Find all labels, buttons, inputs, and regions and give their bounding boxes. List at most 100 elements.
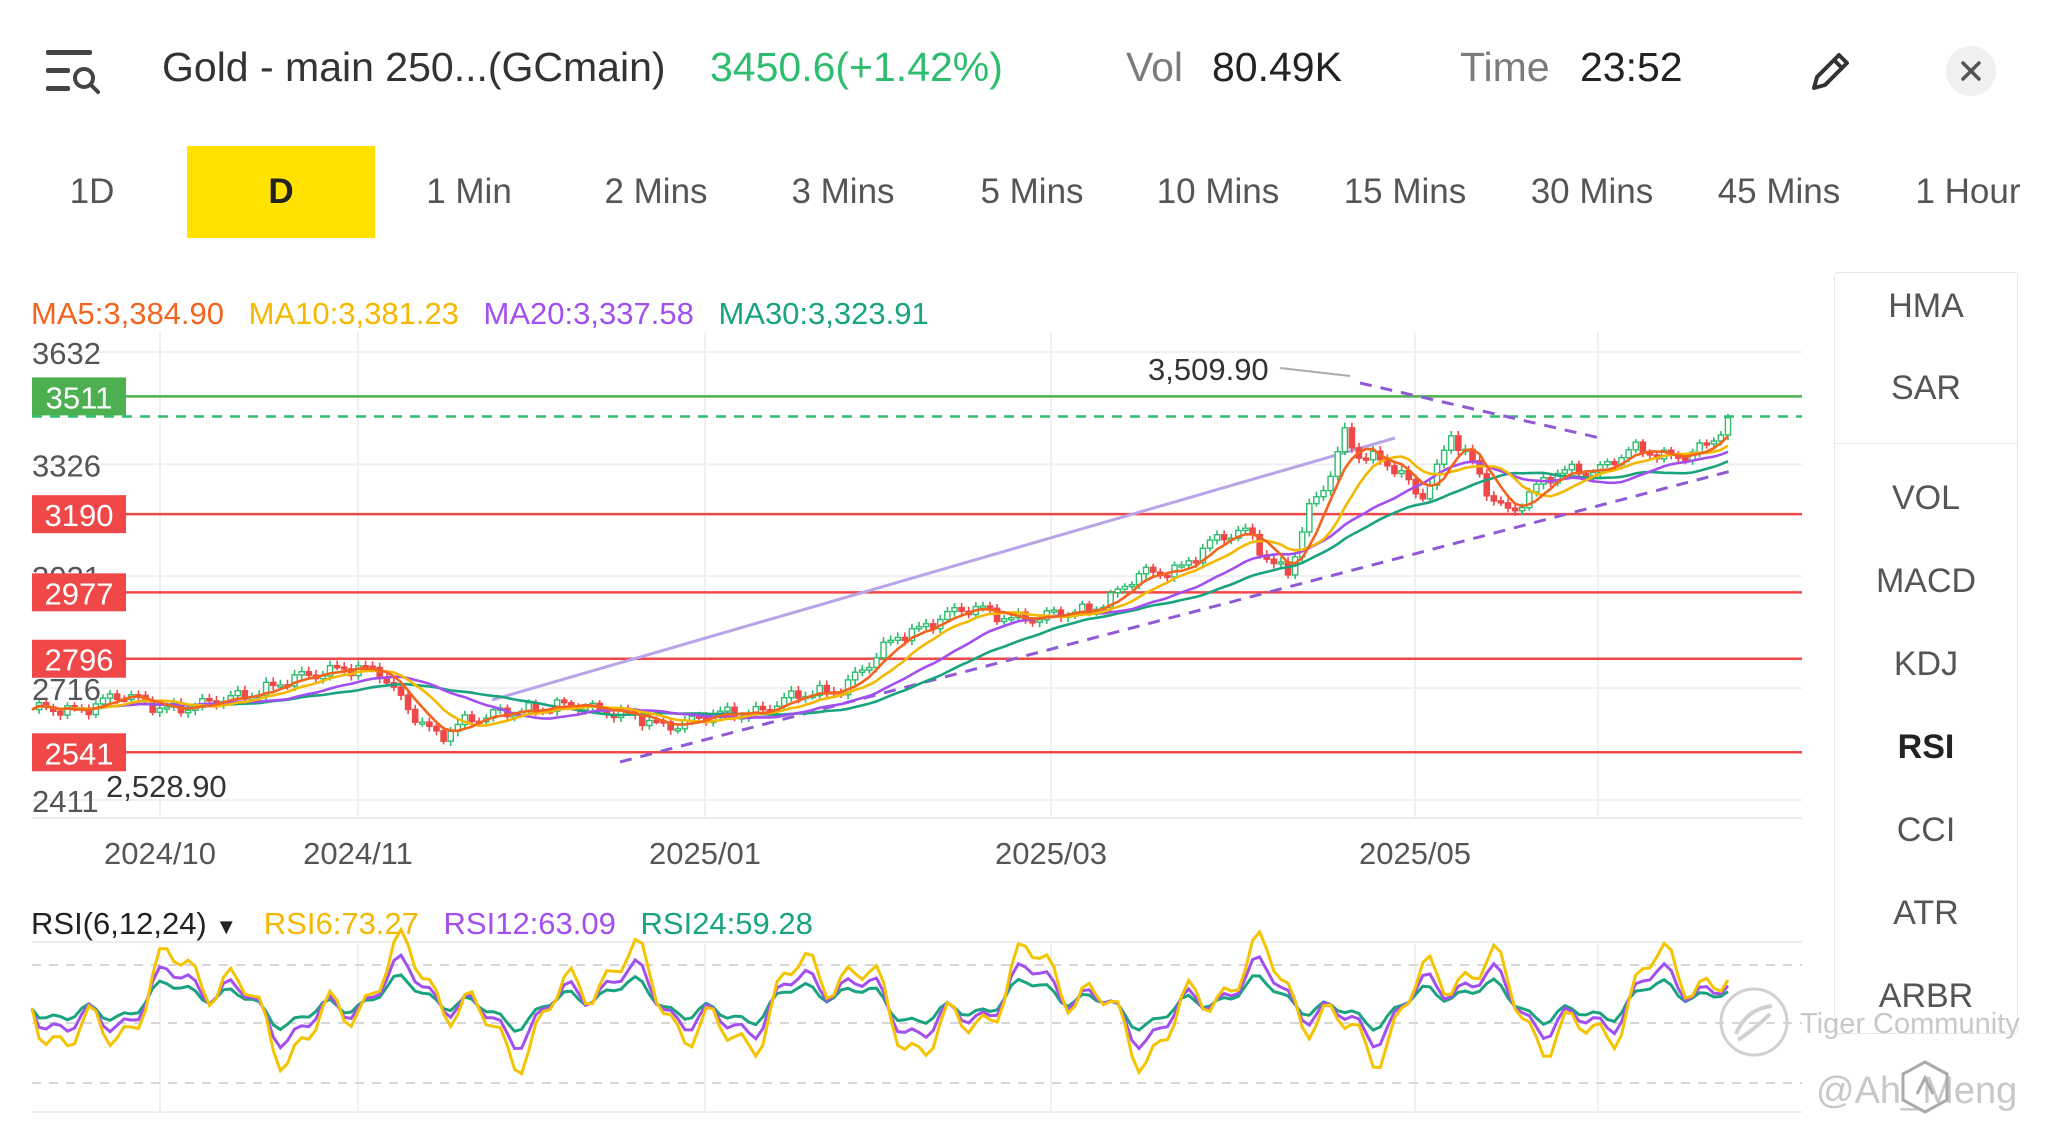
tab-d[interactable]: D <box>187 146 375 238</box>
candle-body <box>1277 561 1285 565</box>
candle-body <box>1164 574 1171 579</box>
indicator-macd[interactable]: MACD <box>1875 562 1977 600</box>
indicator-vol[interactable]: VOL <box>1891 479 1961 517</box>
overlay-hma[interactable]: HMA <box>1888 287 1964 325</box>
indicator-kdj[interactable]: KDJ <box>1893 645 1959 683</box>
panel-divider <box>1835 443 2017 444</box>
candle-body <box>1483 473 1491 497</box>
time-label: Time <box>1460 44 1550 90</box>
rsi-indicator-name[interactable]: RSI(6,12,24) <box>31 906 207 941</box>
search-menu-icon[interactable] <box>46 48 100 94</box>
indicator-arbr[interactable]: ARBR <box>1878 977 1974 1015</box>
candle-body <box>1334 450 1342 478</box>
chevron-down-icon[interactable]: ▼ <box>215 914 238 939</box>
ma10-line <box>31 444 1729 728</box>
rsi24-value: RSI24:59.28 <box>640 906 813 941</box>
candle-body <box>1568 463 1576 471</box>
candle-body <box>1142 566 1150 575</box>
candle-body <box>1114 588 1122 594</box>
candle-body <box>1185 560 1192 566</box>
candle-body <box>269 681 277 687</box>
candle-body <box>397 686 405 696</box>
candle-body <box>1596 464 1604 474</box>
candle-body <box>113 693 121 701</box>
candle-body <box>667 721 674 731</box>
ma30-value: MA30:3,323.91 <box>718 296 929 331</box>
candle-body <box>411 708 419 723</box>
candle-body <box>333 664 341 669</box>
tab-1-hour[interactable]: 1 Hour <box>1915 172 2021 211</box>
hexagon-logo-icon <box>1901 1060 1949 1114</box>
close-icon <box>1961 61 1981 81</box>
rsi24-line <box>30 973 1729 1033</box>
candle-body <box>887 639 894 644</box>
candle-body <box>404 694 412 711</box>
price-level-tag-label: 2796 <box>45 643 114 678</box>
candle-body <box>866 666 873 671</box>
price-level-tag-label: 2977 <box>45 576 114 611</box>
tab-3-mins[interactable]: 3 Mins <box>791 172 895 211</box>
indicator-rsi[interactable]: RSI <box>1897 728 1955 766</box>
candle-body <box>1710 440 1718 445</box>
last-price: 3450.6(+1.42%) <box>710 44 1003 90</box>
date-axis-label: 2024/10 <box>104 836 216 871</box>
price-level-tag-label: 3511 <box>46 380 113 415</box>
pencil-icon[interactable] <box>1806 46 1856 96</box>
candle-body <box>1419 493 1427 500</box>
candle-body <box>1199 547 1207 564</box>
ma10-value: MA10:3,381.23 <box>248 296 459 331</box>
candle-body <box>1724 417 1732 436</box>
candle-body <box>1050 609 1058 613</box>
candle-body <box>1497 500 1505 504</box>
candle-body <box>646 719 653 727</box>
candle-body <box>64 704 71 716</box>
candle-body <box>1000 618 1008 623</box>
candle-body <box>1369 450 1377 461</box>
candle-body <box>823 684 831 693</box>
indicator-cci[interactable]: CCI <box>1896 811 1956 849</box>
high-annotation: 3,509.90 <box>1148 352 1269 387</box>
candle-body <box>234 690 242 697</box>
rsi6-value: RSI6:73.27 <box>263 906 419 941</box>
candle-body <box>1533 483 1540 493</box>
candle-body <box>1320 489 1327 498</box>
candle-body <box>440 730 447 742</box>
candle-body <box>1440 449 1448 465</box>
overlay-sar[interactable]: SAR <box>1891 369 1961 407</box>
candle-body <box>1256 533 1263 556</box>
candle-body <box>1490 495 1498 502</box>
header-bar: Gold - main 250...(GCmain) 3450.6(+1.42%… <box>0 0 2048 140</box>
tab-45-mins[interactable]: 45 Mins <box>1717 172 1841 211</box>
candle-body <box>674 728 682 732</box>
candle-body <box>1604 460 1611 466</box>
candle-body <box>1121 585 1129 590</box>
tab-15-mins[interactable]: 15 Mins <box>1343 172 1467 211</box>
tab-1-min[interactable]: 1 Min <box>426 172 512 211</box>
candle-body <box>447 730 454 742</box>
candle-body <box>418 721 426 725</box>
tab-1d[interactable]: 1D <box>69 172 115 211</box>
instrument-title[interactable]: Gold - main 250...(GCmain) <box>162 44 666 90</box>
watermark-user: @Ah_Meng <box>1816 1070 2018 1112</box>
candle-body <box>986 605 994 609</box>
timeframe-tabs: 1D D 1 Min 2 Mins 3 Mins 5 Mins 10 Mins 15 Mins… <box>0 146 2048 240</box>
candle-body <box>1086 603 1093 612</box>
tab-2-mins[interactable]: 2 Mins <box>604 172 708 211</box>
candle-body <box>979 605 987 609</box>
tab-5-mins[interactable]: 5 Mins <box>980 172 1084 211</box>
candle-body <box>184 709 192 714</box>
candle-body <box>1639 441 1647 454</box>
price-level-tag <box>32 495 126 534</box>
price-axis-label: 2411 <box>32 784 99 819</box>
candle-body <box>1611 460 1618 466</box>
indicator-atr[interactable]: ATR <box>1893 894 1959 932</box>
tab-30-mins[interactable]: 30 Mins <box>1530 172 1654 211</box>
ma5-value: MA5:3,384.90 <box>31 296 225 331</box>
close-button[interactable] <box>1946 46 1996 96</box>
tab-10-mins[interactable]: 10 Mins <box>1156 172 1280 211</box>
date-axis-label: 2025/05 <box>1359 836 1471 871</box>
trendline-resistance <box>1359 381 1601 440</box>
high-annotation-leader <box>1279 367 1351 377</box>
price-level-tag-label: 2541 <box>45 736 114 771</box>
